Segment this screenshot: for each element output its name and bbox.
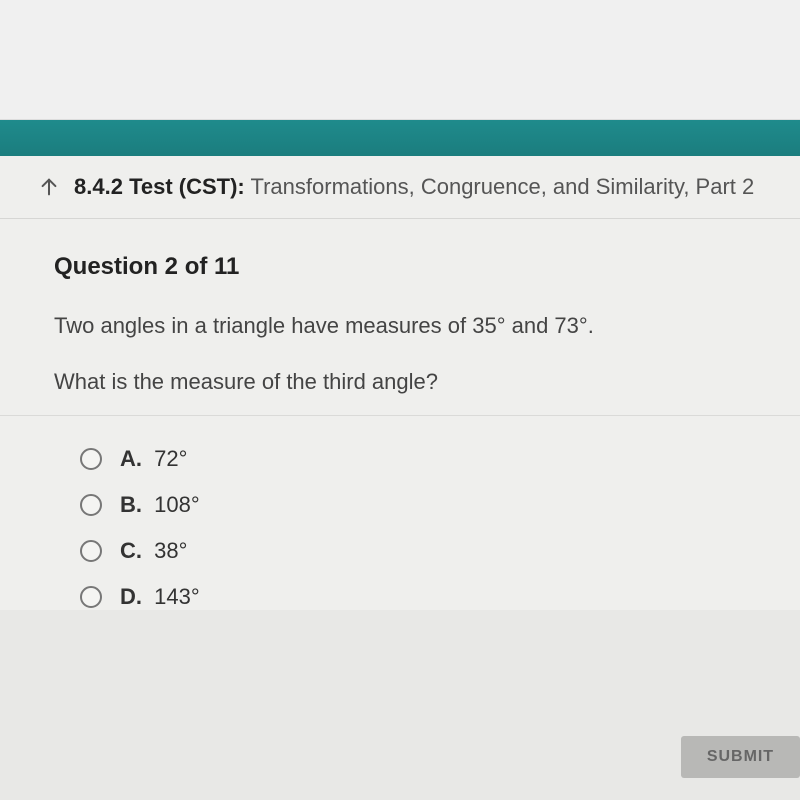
answer-option-d[interactable]: D. 143° [80,584,800,610]
answer-option-b[interactable]: B. 108° [80,492,800,518]
test-header-bar: 8.4.2 Test (CST): Transformations, Congr… [0,156,800,219]
answer-option-c[interactable]: C. 38° [80,538,800,564]
radio-icon[interactable] [80,448,102,470]
answer-list: A. 72° B. 108° C. 38° D. 143° [0,416,800,610]
question-stem: Two angles in a triangle have measures o… [54,311,746,341]
answer-text: 72° [154,446,187,471]
test-id: 8.4.2 [74,174,123,199]
test-title: 8.4.2 Test (CST): Transformations, Congr… [74,174,754,200]
back-icon[interactable] [38,176,60,198]
answer-letter: D. [120,584,142,609]
answer-text: 108° [154,492,200,517]
question-number: Question 2 of 11 [54,253,746,281]
answer-text: 38° [154,538,187,563]
radio-icon[interactable] [80,540,102,562]
answer-letter: A. [120,446,142,471]
answer-letter: B. [120,492,142,517]
question-block: Question 2 of 11 Two angles in a triangl… [0,219,800,411]
radio-icon[interactable] [80,586,102,608]
answer-text: 143° [154,584,200,609]
browser-chrome-placeholder [0,0,800,120]
answer-letter: C. [120,538,142,563]
test-label: Test (CST): [129,174,245,199]
submit-button[interactable]: SUBMIT [681,736,800,778]
radio-icon[interactable] [80,494,102,516]
test-name: Transformations, Congruence, and Similar… [250,174,754,199]
answer-option-a[interactable]: A. 72° [80,446,800,472]
question-prompt: What is the measure of the third angle? [54,369,746,395]
app-nav-bar [0,120,800,156]
